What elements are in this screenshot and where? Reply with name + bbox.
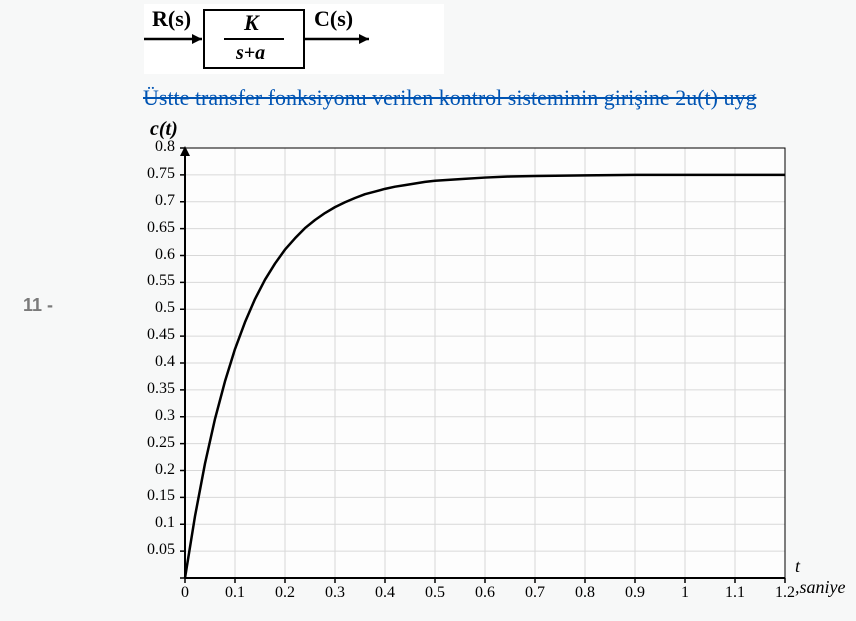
x-tick-label: 0.9 [620,584,650,602]
question-number: 11 - [23,295,53,316]
y-tick-label: 0.1 [125,514,175,532]
y-tick-label: 0.55 [125,272,175,290]
x-tick-label: 0 [170,584,200,602]
plot-svg [110,120,850,620]
x-tick-label: 1.1 [720,584,750,602]
y-tick-label: 0.4 [125,353,175,371]
tf-numerator: K [244,10,259,36]
output-label: C(s) [314,6,353,32]
x-tick-label: 0.1 [220,584,250,602]
y-tick-label: 0.5 [125,299,175,317]
x-tick-label: 0.7 [520,584,550,602]
y-tick-label: 0.3 [125,407,175,425]
input-label: R(s) [152,6,191,32]
y-tick-label: 0.35 [125,380,175,398]
y-tick-label: 0.45 [125,326,175,344]
x-tick-label: 0.3 [320,584,350,602]
block-diagram: R(s) C(s) K s+a [144,4,444,74]
x-tick-label: 1.2 [770,584,800,602]
y-tick-label: 0.65 [125,219,175,237]
y-tick-label: 0.25 [125,434,175,452]
x-tick-label: 0.8 [570,584,600,602]
x-tick-label: 1 [670,584,700,602]
x-tick-label: 0.5 [420,584,450,602]
y-tick-label: 0.6 [125,246,175,264]
y-tick-label: 0.8 [125,138,175,156]
y-tick-label: 0.7 [125,192,175,210]
y-tick-label: 0.15 [125,487,175,505]
x-tick-label: 0.2 [270,584,300,602]
tf-denominator: s+a [236,42,265,65]
question-text: Üstte transfer fonksiyonu verilen kontro… [143,85,856,111]
x-tick-label: 0.6 [470,584,500,602]
x-axis-label: t ,saniye [795,556,850,598]
y-tick-label: 0.2 [125,461,175,479]
response-chart: c(t) t ,saniye 0.050.10.150.20.250.30.35… [110,120,850,620]
y-tick-label: 0.05 [125,541,175,559]
x-tick-label: 0.4 [370,584,400,602]
y-tick-label: 0.75 [125,165,175,183]
